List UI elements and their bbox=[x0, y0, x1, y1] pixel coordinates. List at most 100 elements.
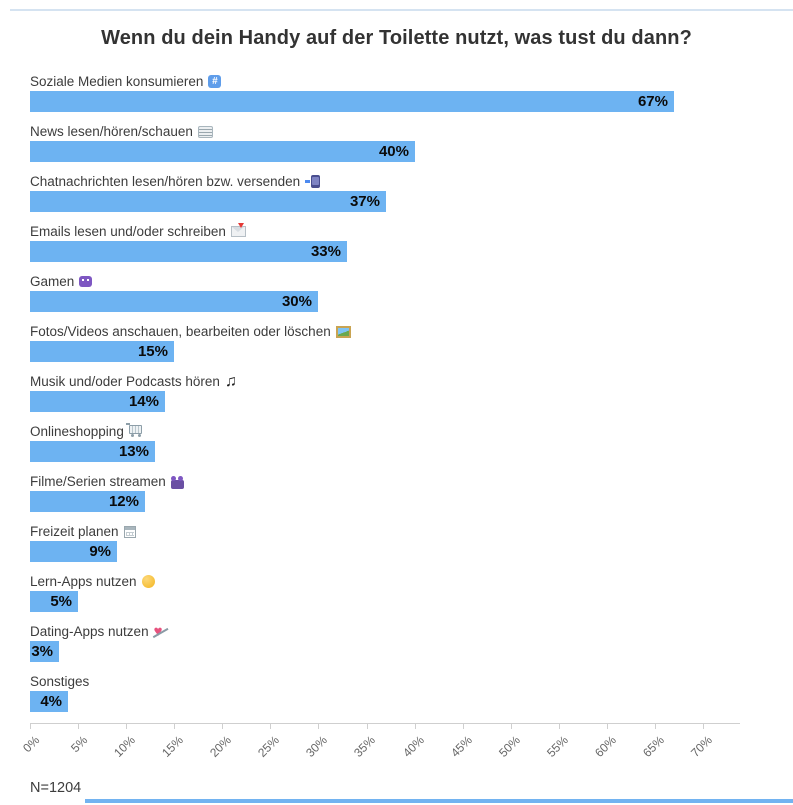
category-label: Freizeit planen bbox=[30, 523, 136, 540]
bar-row: News lesen/hören/schauen 40% bbox=[30, 123, 793, 162]
bar-row: Fotos/Videos anschauen, bearbeiten oder … bbox=[30, 323, 793, 362]
category-bar[interactable]: 5% bbox=[30, 591, 78, 612]
shopping-cart-icon bbox=[125, 423, 142, 437]
category-label: Fotos/Videos anschauen, bearbeiten oder … bbox=[30, 323, 351, 340]
phone-with-arrow-icon bbox=[305, 175, 321, 188]
bar-value-label: 9% bbox=[89, 543, 111, 560]
category-bar[interactable]: 13% bbox=[30, 441, 155, 462]
heart-with-arrow-icon bbox=[154, 625, 163, 638]
bar-value-label: 3% bbox=[31, 643, 53, 660]
chart-title: Wenn du dein Handy auf der Toilette nutz… bbox=[101, 27, 692, 49]
x-axis-tick bbox=[654, 723, 656, 729]
x-axis-tick bbox=[462, 723, 464, 729]
bar-value-label: 14% bbox=[128, 393, 159, 410]
bar-value-label: 67% bbox=[637, 93, 668, 110]
x-axis-tick-label: 20% bbox=[207, 733, 235, 760]
bar-value-label: 12% bbox=[108, 493, 139, 510]
x-axis-tick-label: 65% bbox=[639, 733, 667, 760]
top-accent-line bbox=[10, 9, 793, 11]
x-axis-tick bbox=[78, 723, 80, 729]
x-axis-tick bbox=[270, 723, 272, 729]
category-label: Filme/Serien streamen bbox=[30, 473, 184, 490]
x-axis-tick bbox=[606, 723, 608, 729]
category-label: Dating-Apps nutzen bbox=[30, 623, 162, 640]
bar-row: Soziale Medien konsumieren 67% bbox=[30, 73, 793, 112]
bar-row: Filme/Serien streamen 12% bbox=[30, 473, 793, 512]
x-axis-tick bbox=[222, 723, 224, 729]
category-label: News lesen/hören/schauen bbox=[30, 123, 213, 140]
thinking-face-icon bbox=[141, 575, 155, 588]
bar-value-label: 13% bbox=[118, 443, 149, 460]
category-bar[interactable]: 33% bbox=[30, 241, 347, 262]
bar-value-label: 15% bbox=[137, 343, 168, 360]
category-label-text: Musik und/oder Podcasts hören bbox=[30, 374, 220, 389]
x-axis-tick-label: 45% bbox=[447, 733, 475, 760]
x-axis-tick-label: 70% bbox=[688, 733, 715, 760]
category-bar[interactable]: 37% bbox=[30, 191, 386, 212]
category-label-text: Filme/Serien streamen bbox=[30, 474, 166, 489]
bar-value-label: 5% bbox=[50, 593, 72, 610]
category-label-text: Freizeit planen bbox=[30, 524, 119, 539]
bar-row: Sonstiges 4% bbox=[30, 673, 793, 712]
category-label-text: Onlineshopping bbox=[30, 424, 124, 439]
envelope-with-arrow-icon bbox=[230, 223, 246, 237]
category-bar[interactable]: 30% bbox=[30, 291, 318, 312]
bar-value-label: 4% bbox=[40, 693, 62, 710]
x-axis-tick-label: 5% bbox=[67, 733, 90, 756]
bar-row: Musik und/oder Podcasts hören 14% bbox=[30, 373, 793, 412]
category-label: Sonstiges bbox=[30, 673, 89, 690]
bars-area: Soziale Medien konsumieren 67% News lese… bbox=[30, 73, 793, 712]
category-label-text: Sonstiges bbox=[30, 674, 90, 689]
sample-size-note: N=1204 bbox=[30, 780, 82, 796]
x-axis-tick bbox=[174, 723, 176, 729]
x-axis-tick bbox=[703, 723, 704, 729]
category-label: Emails lesen und/oder schreiben bbox=[30, 223, 246, 240]
category-bar[interactable]: 40% bbox=[30, 141, 415, 162]
bar-value-label: 33% bbox=[310, 243, 341, 260]
x-axis-tick-label: 15% bbox=[159, 733, 187, 760]
category-bar[interactable]: 12% bbox=[30, 491, 145, 512]
calendar-icon bbox=[123, 525, 136, 538]
x-axis-tick bbox=[558, 723, 560, 729]
bar-row: Freizeit planen 9% bbox=[30, 523, 793, 562]
x-axis-tick bbox=[414, 723, 416, 729]
category-bar[interactable]: 9% bbox=[30, 541, 117, 562]
bar-row: Gamen 30% bbox=[30, 273, 793, 312]
category-label-text: Fotos/Videos anschauen, bearbeiten oder … bbox=[30, 324, 331, 339]
category-bar[interactable]: 3% bbox=[30, 641, 59, 662]
x-axis-tick-label: 50% bbox=[495, 733, 523, 760]
bar-row: Lern-Apps nutzen 5% bbox=[30, 573, 793, 612]
bar-value-label: 30% bbox=[281, 293, 312, 310]
x-axis-tick-label: 40% bbox=[399, 733, 427, 760]
x-axis-tick bbox=[30, 723, 31, 729]
bottom-accent-line bbox=[85, 799, 793, 803]
x-axis-tick bbox=[126, 723, 128, 729]
alien-monster-icon bbox=[79, 276, 93, 287]
x-axis-line bbox=[30, 723, 740, 724]
category-label: Chatnachrichten lesen/hören bzw. versend… bbox=[30, 173, 321, 190]
category-bar[interactable]: 4% bbox=[30, 691, 68, 712]
x-axis-tick-label: 60% bbox=[591, 733, 619, 760]
x-axis: 0% 5% 10% 15% 20% 25% 30% 35% 40% 45% 50% 55% 60% 65%… bbox=[0, 723, 793, 771]
framed-picture-icon bbox=[335, 325, 351, 338]
category-label: Lern-Apps nutzen bbox=[30, 573, 155, 590]
bar-row: Chatnachrichten lesen/hören bzw. versend… bbox=[30, 173, 793, 212]
category-label: Soziale Medien konsumieren bbox=[30, 73, 222, 90]
x-axis-tick-label: 35% bbox=[351, 733, 379, 760]
category-bar[interactable]: 14% bbox=[30, 391, 165, 412]
category-label: Onlineshopping bbox=[30, 423, 142, 440]
category-label-text: Lern-Apps nutzen bbox=[30, 574, 137, 589]
category-bar[interactable]: 67% bbox=[30, 91, 674, 112]
x-axis-tick bbox=[366, 723, 368, 729]
bar-row: Dating-Apps nutzen 3% bbox=[30, 623, 793, 662]
bar-row: Onlineshopping 13% bbox=[30, 423, 793, 462]
x-axis-tick-label: 55% bbox=[543, 733, 571, 760]
category-label: Gamen bbox=[30, 273, 93, 290]
bar-value-label: 40% bbox=[378, 143, 409, 160]
hash-keycap-icon bbox=[208, 75, 222, 88]
movie-camera-icon bbox=[170, 475, 184, 489]
bar-value-label: 37% bbox=[349, 193, 380, 210]
category-label-text: Gamen bbox=[30, 274, 75, 289]
category-bar[interactable]: 15% bbox=[30, 341, 174, 362]
x-axis-tick-label: 10% bbox=[111, 733, 139, 760]
